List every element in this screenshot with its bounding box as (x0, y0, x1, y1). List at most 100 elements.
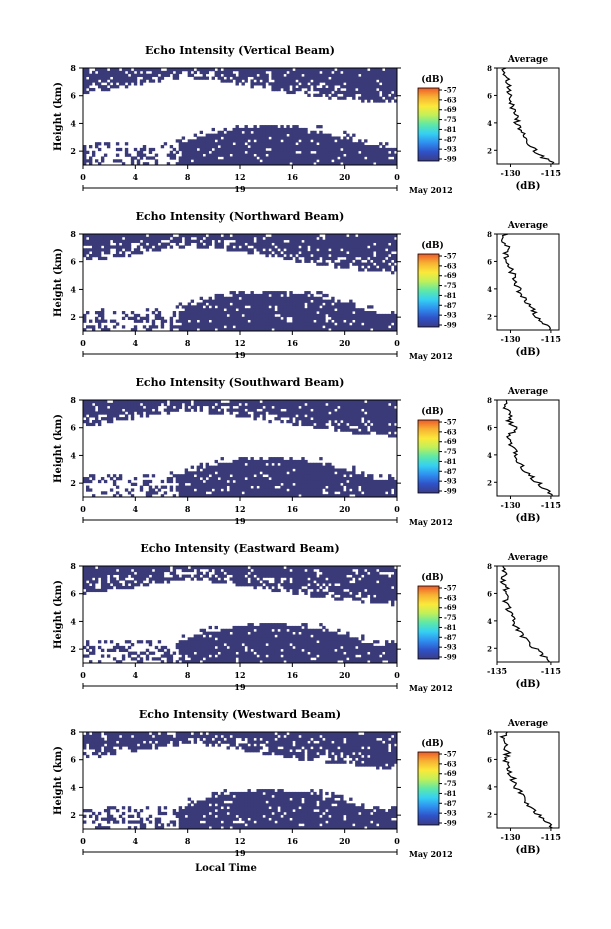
echo-cell (319, 474, 323, 478)
echo-cell (304, 400, 308, 404)
echo-cell (232, 468, 236, 472)
echo-cell (121, 571, 126, 575)
echo-cell (247, 477, 251, 481)
echo-cell (187, 234, 192, 238)
echo-cell (142, 68, 147, 72)
echo-cell (223, 305, 227, 309)
echo-cell (277, 73, 281, 77)
echo-cell (376, 76, 380, 80)
echo-cell (355, 162, 359, 166)
echo-cell (202, 245, 207, 249)
echo-cell (313, 259, 317, 263)
chart-title: Echo Intensity (Eastward Beam) (140, 542, 339, 555)
echo-cell (280, 82, 284, 86)
echo-cell (349, 145, 353, 149)
echo-cell (304, 488, 308, 492)
echo-cell (370, 428, 374, 432)
echo-cell (283, 136, 287, 140)
echo-cell (358, 156, 362, 160)
echo-cell (256, 127, 260, 132)
echo-cell (388, 411, 392, 415)
echo-cell (136, 568, 141, 573)
echo-cell (343, 156, 347, 160)
echo-cell (310, 319, 314, 323)
echo-cell (277, 153, 281, 157)
echo-cell (229, 79, 233, 83)
echo-cell (148, 577, 153, 581)
echo-cell (244, 488, 248, 492)
echo-cell (346, 322, 350, 326)
echo-cell (169, 657, 174, 661)
echo-cell (361, 248, 365, 252)
echo-cell (301, 465, 305, 469)
echo-cell (121, 574, 126, 578)
echo-cell (316, 262, 320, 266)
echo-cell (178, 142, 183, 146)
echo-cell (331, 253, 335, 258)
echo-cell (319, 153, 323, 157)
echo-cell (289, 70, 293, 75)
echo-cell (187, 474, 192, 478)
echo-cell (292, 139, 296, 143)
echo-cell (106, 419, 111, 424)
echo-cell (124, 248, 129, 252)
echo-cell (277, 302, 281, 306)
echo-cell (202, 313, 207, 318)
colorbar-tick-label: -87 (444, 301, 457, 310)
echo-cell (325, 417, 329, 421)
echo-cell (295, 405, 299, 409)
echo-cell (88, 474, 93, 478)
echo-cell (331, 311, 335, 315)
echo-cell (340, 479, 344, 484)
echo-cell (190, 234, 195, 238)
echo-cell (211, 474, 215, 478)
echo-cell (310, 76, 314, 80)
echo-cell (247, 316, 251, 320)
echo-cell (238, 491, 242, 495)
echo-cell (106, 411, 111, 415)
echo-cell (274, 130, 278, 135)
echo-cell (250, 73, 254, 77)
echo-cell (229, 494, 233, 498)
echo-cell (286, 311, 290, 315)
echo-cell (256, 242, 260, 246)
echo-cell (163, 245, 168, 249)
echo-cell (316, 251, 320, 255)
echo-cell (274, 311, 278, 315)
echo-cell (259, 479, 263, 484)
echo-cell (292, 150, 296, 154)
echo-cell (301, 468, 305, 472)
echo-cell (355, 79, 359, 83)
echo-cell (103, 68, 108, 72)
echo-cell (271, 147, 275, 152)
echo-cell (301, 150, 305, 154)
echo-cell (310, 236, 314, 241)
echo-cell (205, 299, 209, 303)
echo-cell (382, 82, 386, 86)
echo-cell (250, 142, 254, 146)
echo-cell (325, 479, 329, 484)
echo-cell (241, 147, 245, 152)
echo-cell (283, 316, 287, 320)
echo-cell (100, 236, 105, 241)
echo-cell (136, 248, 141, 252)
echo-cell (205, 328, 209, 332)
echo-cell (373, 85, 377, 89)
echo-cell (292, 239, 296, 243)
echo-cell (247, 239, 251, 243)
echo-cell (136, 577, 141, 581)
echo-cell (313, 402, 317, 407)
echo-cell (319, 477, 323, 481)
echo-cell (157, 234, 162, 238)
echo-cell (367, 477, 371, 481)
echo-cell (208, 139, 212, 143)
echo-cell (346, 142, 350, 146)
echo-cell (268, 468, 272, 472)
echo-cell (379, 76, 383, 80)
echo-cell (322, 316, 326, 320)
echo-cell (91, 87, 96, 92)
echo-cell (328, 90, 332, 95)
echo-cell (382, 400, 386, 404)
echo-cell (214, 319, 218, 323)
echo-cell (310, 73, 314, 77)
